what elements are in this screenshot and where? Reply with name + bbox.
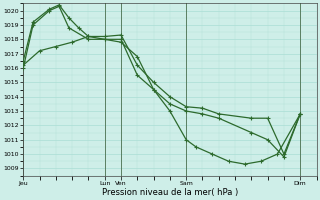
X-axis label: Pression niveau de la mer( hPa ): Pression niveau de la mer( hPa )	[102, 188, 238, 197]
